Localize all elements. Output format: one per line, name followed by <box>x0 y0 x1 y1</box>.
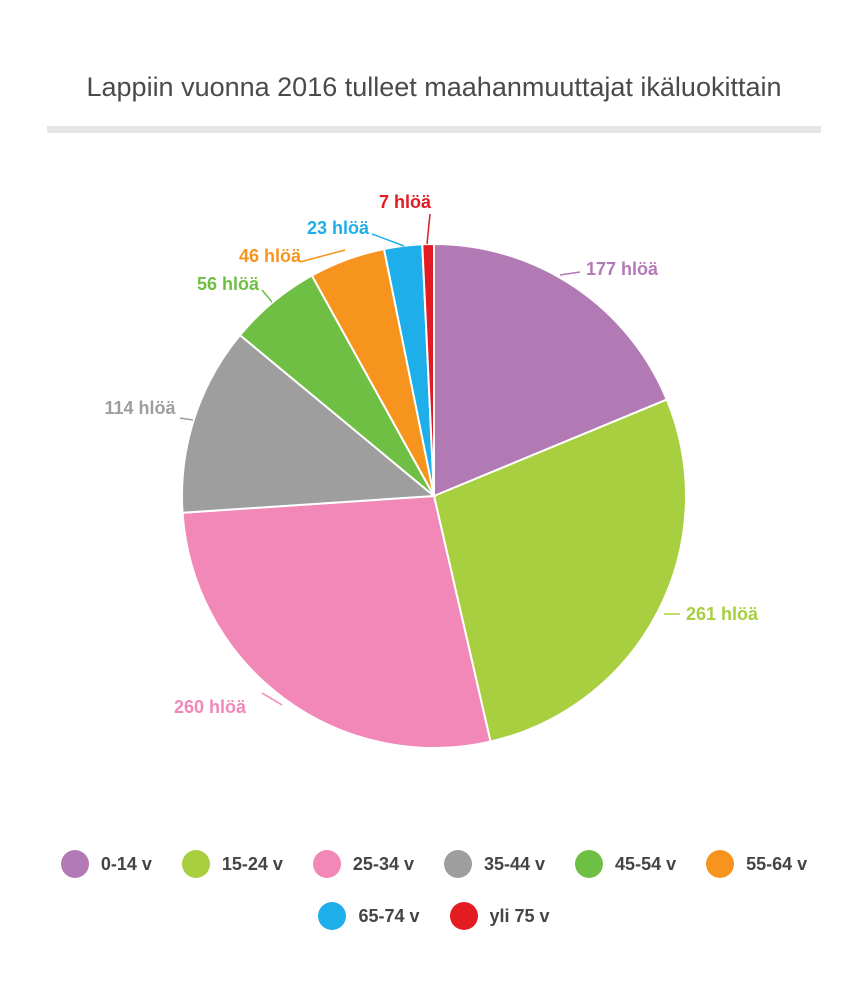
legend-item: 65-74 v <box>318 902 420 930</box>
legend-item: 25-34 v <box>312 850 414 878</box>
data-label-4: 56 hlöä <box>197 274 260 294</box>
legend-label: 35-44 v <box>483 853 546 874</box>
legend-item: 35-44 v <box>443 850 546 878</box>
legend-item: 45-54 v <box>575 850 676 878</box>
pie-slice-0-14-v <box>433 242 669 498</box>
legend-label: 15-24 v <box>221 853 283 874</box>
legend-swatch <box>449 902 478 930</box>
data-label-7: 7 hlöä <box>379 192 432 212</box>
legend-label: 45-54 v <box>615 853 677 874</box>
legend-row-1: 0-14 v 15-24 v 25-34 v 35-44 v 45-54 v 55-64 … <box>0 850 868 878</box>
data-label-2: 260 hlöä <box>174 697 247 717</box>
legend-swatch <box>312 850 341 878</box>
legend-swatch <box>575 850 604 878</box>
legend-row-2: 65-74 v yli 75 v <box>0 902 868 930</box>
legend-item: 0-14 v <box>60 850 152 878</box>
pie-slice-35-44-v <box>181 333 437 514</box>
leader-line-3 <box>179 417 194 421</box>
legend-label: 65-74 v <box>358 905 420 926</box>
pie-slice-25-34-v <box>181 494 492 749</box>
leader-line-0 <box>559 271 581 276</box>
leader-line-6 <box>371 233 405 247</box>
pie-slice-15-24-v <box>432 398 687 743</box>
legend-item: 15-24 v <box>181 850 283 878</box>
data-label-1: 261 hlöä <box>686 604 759 624</box>
legend-swatch <box>60 850 89 878</box>
data-label-3: 114 hlöä <box>104 398 176 418</box>
chart-title: Lappiin vuonna 2016 tulleet maahanmuutta… <box>86 72 782 102</box>
pie-slice-yli-75-v <box>421 242 435 497</box>
title-divider <box>47 126 821 133</box>
legend-swatch <box>706 850 735 878</box>
legend-item: yli 75 v <box>449 902 550 930</box>
legend-swatch <box>443 850 472 878</box>
legend-item: 55-64 v <box>706 850 807 878</box>
data-label-0: 177 hlöä <box>586 259 659 279</box>
data-label-5: 46 hlöä <box>239 246 302 266</box>
leader-line-2 <box>261 692 283 706</box>
leader-line-4 <box>261 289 273 303</box>
legend-label: 25-34 v <box>352 853 414 874</box>
legend-label: 0-14 v <box>100 853 152 874</box>
legend-label: yli 75 v <box>489 905 550 926</box>
legend-label: 55-64 v <box>746 853 808 874</box>
leader-line-5 <box>299 249 346 263</box>
legend-swatch <box>181 850 210 878</box>
legend-swatch <box>318 902 347 930</box>
leader-line-7 <box>426 213 431 245</box>
data-label-6: 23 hlöä <box>307 218 370 238</box>
